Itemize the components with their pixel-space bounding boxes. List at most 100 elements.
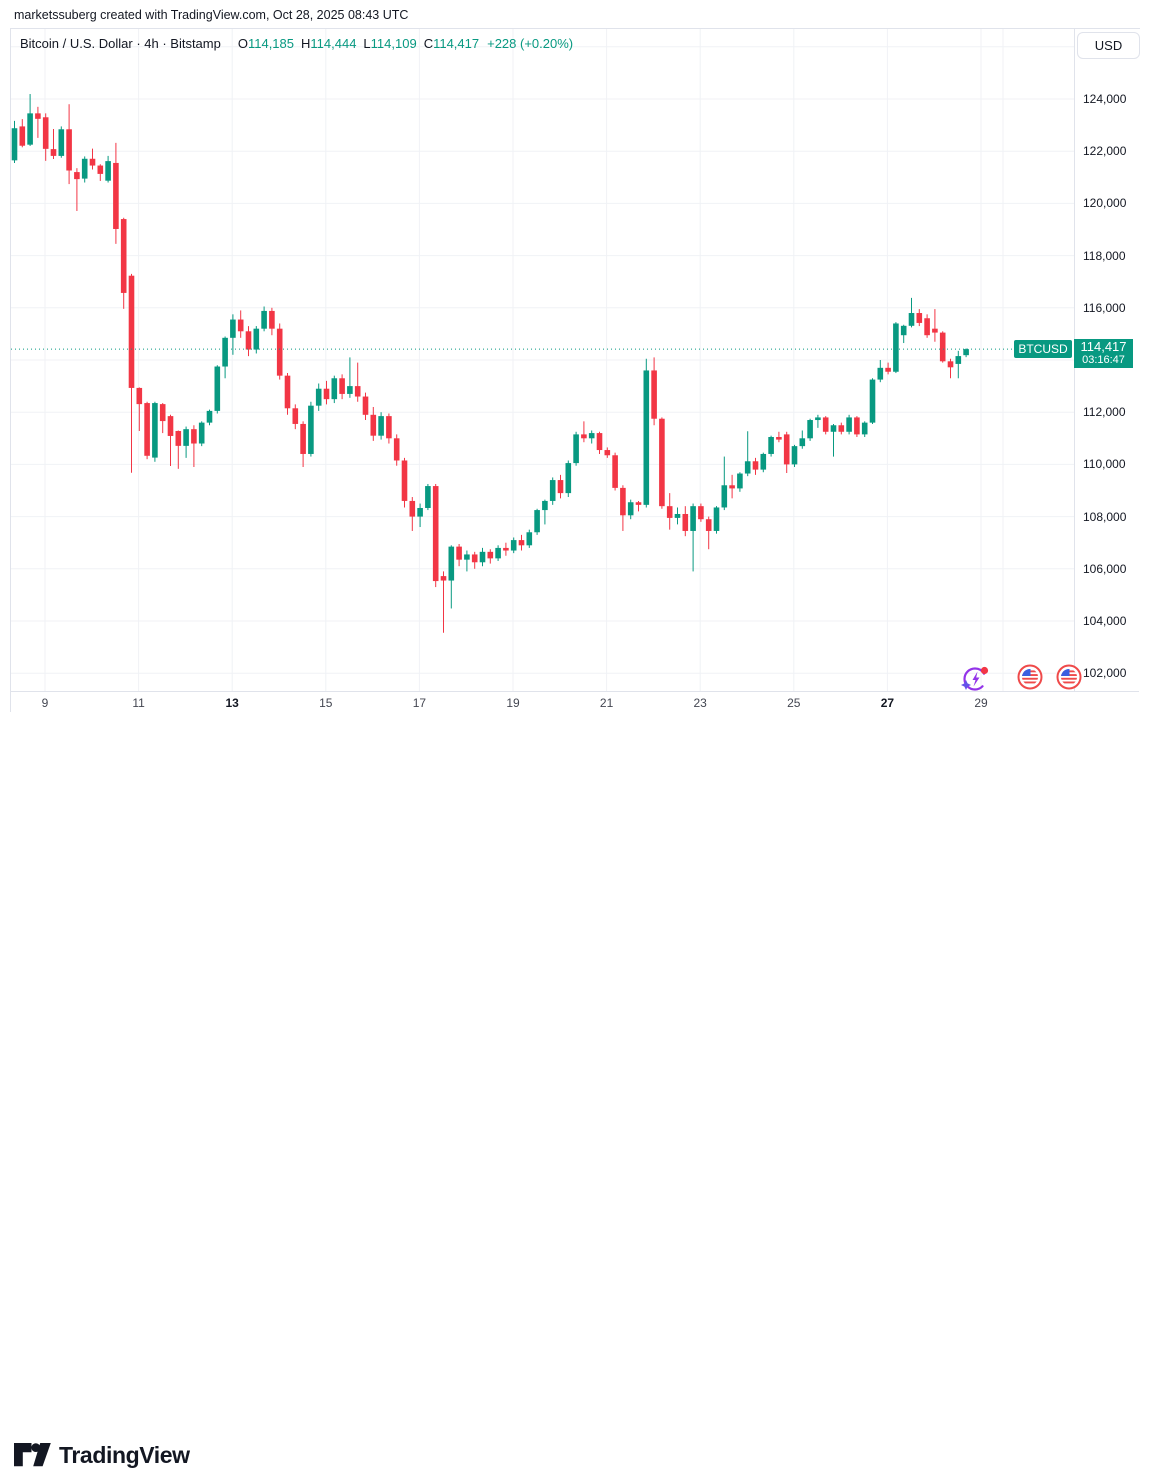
candle[interactable]: [386, 413, 392, 444]
candle[interactable]: [510, 537, 517, 554]
candle[interactable]: [276, 323, 283, 380]
candle[interactable]: [300, 421, 306, 468]
candle[interactable]: [690, 503, 696, 572]
candle[interactable]: [284, 373, 291, 415]
candle[interactable]: [581, 421, 587, 443]
candle[interactable]: [846, 414, 852, 435]
candle[interactable]: [66, 104, 72, 185]
candle[interactable]: [651, 357, 657, 426]
candle[interactable]: [783, 431, 790, 474]
candle[interactable]: [74, 168, 80, 211]
candle[interactable]: [869, 378, 876, 424]
candle[interactable]: [932, 309, 938, 342]
candle[interactable]: [620, 485, 626, 531]
candle[interactable]: [721, 456, 728, 511]
candle[interactable]: [456, 544, 462, 567]
candle[interactable]: [464, 550, 470, 572]
candle[interactable]: [97, 164, 104, 181]
candle[interactable]: [791, 444, 798, 468]
candle[interactable]: [861, 421, 868, 437]
candles-series[interactable]: [11, 94, 969, 633]
candle[interactable]: [323, 380, 330, 405]
candle[interactable]: [659, 417, 665, 509]
candle[interactable]: [744, 431, 751, 477]
candle[interactable]: [471, 551, 478, 569]
candle[interactable]: [666, 493, 673, 530]
price-axis[interactable]: [1074, 29, 1140, 713]
candle[interactable]: [573, 431, 579, 466]
candle[interactable]: [838, 422, 845, 435]
candle[interactable]: [128, 273, 135, 473]
candle[interactable]: [737, 472, 743, 492]
candle[interactable]: [393, 434, 400, 466]
candle[interactable]: [105, 155, 111, 183]
candle[interactable]: [854, 416, 860, 437]
candle[interactable]: [557, 474, 564, 499]
candle[interactable]: [885, 362, 891, 375]
candle[interactable]: [222, 336, 228, 379]
candle[interactable]: [167, 414, 174, 466]
candle[interactable]: [308, 401, 314, 457]
candle[interactable]: [939, 331, 946, 363]
candle[interactable]: [27, 94, 33, 146]
candle[interactable]: [370, 406, 377, 441]
candle[interactable]: [612, 452, 618, 491]
candle[interactable]: [261, 306, 267, 332]
candle[interactable]: [542, 499, 548, 525]
candle[interactable]: [245, 326, 252, 357]
candle[interactable]: [916, 309, 923, 327]
candle[interactable]: [768, 435, 774, 457]
candle[interactable]: [113, 142, 119, 244]
candle[interactable]: [339, 374, 345, 400]
candle[interactable]: [269, 307, 275, 336]
candle[interactable]: [159, 403, 166, 434]
candle[interactable]: [518, 534, 525, 551]
tradingview-logo[interactable]: TradingView: [14, 1442, 190, 1469]
candle[interactable]: [799, 430, 806, 449]
us-flag-event-icon[interactable]: [1017, 664, 1043, 690]
candle[interactable]: [713, 506, 720, 534]
candle[interactable]: [955, 350, 962, 379]
candle[interactable]: [487, 549, 494, 564]
candle[interactable]: [503, 542, 509, 556]
candle[interactable]: [830, 423, 837, 457]
candle[interactable]: [401, 457, 408, 508]
candlestick-plot[interactable]: [11, 29, 1074, 691]
candle[interactable]: [698, 503, 704, 522]
candle[interactable]: [682, 506, 689, 537]
candle[interactable]: [448, 545, 455, 609]
candle[interactable]: [253, 326, 260, 354]
candle[interactable]: [963, 348, 969, 358]
candle[interactable]: [81, 156, 88, 183]
currency-usd-button[interactable]: USD: [1077, 32, 1140, 59]
candle[interactable]: [440, 571, 447, 633]
candle[interactable]: [947, 358, 954, 379]
candle[interactable]: [815, 414, 821, 428]
candle[interactable]: [729, 474, 735, 499]
candle[interactable]: [378, 412, 384, 440]
candle[interactable]: [807, 418, 813, 441]
candle[interactable]: [924, 314, 930, 338]
candle[interactable]: [42, 113, 49, 161]
candle[interactable]: [822, 416, 829, 435]
candle[interactable]: [565, 460, 572, 498]
candle[interactable]: [214, 365, 221, 414]
candle[interactable]: [11, 120, 18, 163]
candle[interactable]: [479, 547, 486, 567]
candle[interactable]: [347, 357, 353, 398]
candle[interactable]: [674, 507, 681, 525]
candle[interactable]: [136, 387, 143, 431]
candle[interactable]: [191, 425, 197, 468]
candle[interactable]: [900, 324, 907, 344]
candle[interactable]: [206, 409, 213, 426]
candle[interactable]: [643, 358, 650, 508]
us-flag-event-icon[interactable]: [1056, 664, 1082, 690]
candle[interactable]: [588, 430, 595, 444]
candle[interactable]: [417, 503, 423, 528]
candle[interactable]: [534, 508, 540, 535]
candle[interactable]: [354, 362, 361, 402]
candle[interactable]: [432, 483, 439, 588]
symbol-title[interactable]: Bitcoin / U.S. Dollar · 4h · Bitstamp: [20, 36, 221, 51]
candle[interactable]: [362, 392, 369, 421]
candle[interactable]: [409, 497, 416, 531]
